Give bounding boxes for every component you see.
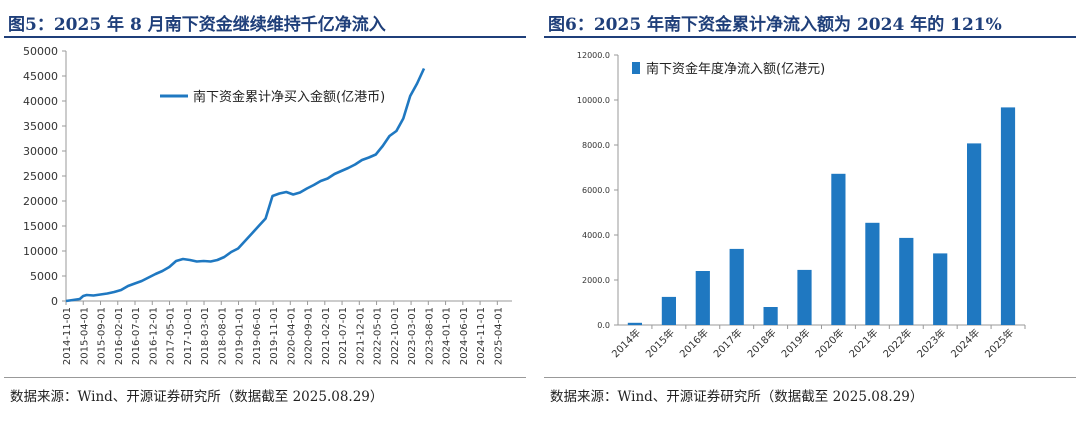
left-title-divider	[4, 36, 526, 38]
right-x-tick-label: 2017年	[711, 326, 745, 360]
left-x-tick-label: 2021-12-01	[355, 307, 366, 365]
left-chart-panel: 图5：2025 年 8 月南下资金继续维持千亿净流入 0 5000 10000 150…	[0, 0, 530, 421]
right-legend-swatch	[632, 62, 640, 74]
right-bar-2020年	[831, 173, 846, 325]
left-x-tick-label: 2021-02-01	[321, 307, 332, 365]
right-title-divider	[544, 36, 1076, 38]
right-y-tick-label: 0.0	[597, 321, 610, 330]
left-source-divider	[4, 377, 526, 378]
right-x-tick-label: 2018年	[744, 326, 778, 360]
right-y-tick-label: 12000.0	[577, 51, 610, 60]
right-x-tick-label: 2023年	[914, 326, 948, 360]
right-y-tick-label: 6000.0	[582, 186, 610, 195]
left-x-tick-label: 2021-07-01	[338, 307, 349, 365]
left-x-tick-label: 2016-02-01	[114, 307, 125, 365]
left-x-tick-label: 2015-04-01	[79, 307, 90, 365]
right-bar-2024年	[967, 143, 982, 325]
left-y-tick-label: 40000	[23, 95, 58, 108]
right-source-divider	[544, 377, 1076, 378]
left-x-tick-label: 2024-01-01	[442, 307, 453, 365]
left-x-tick-label: 2018-08-01	[217, 307, 228, 365]
right-x-tick-label: 2019年	[778, 326, 812, 360]
left-y-tick-label: 15000	[23, 220, 58, 233]
left-x-tick-label: 2019-01-01	[235, 307, 246, 365]
right-bar-2016年	[695, 271, 710, 325]
left-x-tick-label: 2024-11-01	[476, 307, 487, 365]
left-y-tick-label: 10000	[23, 245, 58, 258]
left-chart-title: 图5：2025 年 8 月南下资金继续维持千亿净流入	[8, 15, 386, 35]
left-legend-label: 南下资金累计净买入金额(亿港币)	[193, 89, 385, 105]
right-x-tick-label: 2022年	[880, 326, 914, 360]
left-x-tick-label: 2017-05-01	[166, 307, 177, 365]
left-x-tick-label: 2019-06-01	[252, 307, 263, 365]
right-bar-2019年	[797, 269, 812, 325]
left-x-tick-label: 2015-09-01	[97, 307, 108, 365]
right-y-tick-label: 8000.0	[582, 141, 610, 150]
right-legend-label: 南下资金年度净流入额(亿港元)	[646, 61, 825, 77]
right-bar-2015年	[661, 296, 676, 325]
right-bar-2014年	[627, 322, 642, 326]
left-y-tick-label: 35000	[23, 120, 58, 133]
left-x-tick-label: 2025-04-01	[493, 307, 504, 365]
left-x-tick-label: 2024-06-01	[459, 307, 470, 365]
left-x-tick-label: 2018-03-01	[200, 307, 211, 365]
left-series-line	[65, 67, 426, 303]
left-x-tick-label: 2019-11-01	[269, 307, 280, 365]
left-y-tick-label: 50000	[23, 45, 58, 58]
right-x-tick-label: 2020年	[812, 326, 846, 360]
left-y-tick-label: 30000	[23, 145, 58, 158]
left-x-tick-label: 2022-10-01	[390, 307, 401, 365]
right-bar-2018年	[763, 307, 778, 325]
left-x-tick-label: 2023-03-01	[407, 307, 418, 365]
left-x-tick-label: 2020-04-01	[286, 307, 297, 365]
right-x-tick-label: 2014年	[609, 326, 643, 360]
right-x-tick-label: 2021年	[846, 326, 880, 360]
right-x-tick-label: 2024年	[948, 326, 982, 360]
left-source-note: 数据来源：Wind、开源证券研究所（数据截至 2025.08.29）	[10, 389, 384, 405]
left-x-tick-label: 2016-12-01	[148, 307, 159, 365]
left-y-tick-label: 25000	[23, 170, 58, 183]
left-x-tick-label: 2023-08-01	[424, 307, 435, 365]
right-x-tick-label: 2025年	[982, 326, 1016, 360]
right-bar-2025年	[1000, 107, 1016, 326]
right-x-tick-label: 2016年	[677, 326, 711, 360]
left-line-chart: 0 5000 10000 15000 20000 25000 30000 35000 40000…	[23, 45, 512, 365]
right-bar-2023年	[933, 253, 948, 325]
left-y-tick-label: 0	[51, 295, 58, 308]
left-x-tick-label: 2016-07-01	[131, 307, 142, 365]
right-y-tick-label: 2000.0	[582, 276, 610, 285]
right-bar-2021年	[865, 222, 880, 325]
left-y-tick-label: 20000	[23, 195, 58, 208]
right-bar-2017年	[729, 248, 744, 325]
right-bar-2022年	[899, 237, 914, 325]
left-y-tick-label: 45000	[23, 70, 58, 83]
right-bar-chart: 0.0 2000.0 4000.0 6000.0 8000.0 10000.0 12000.…	[577, 51, 1026, 360]
left-x-tick-label: 2022-05-01	[373, 307, 384, 365]
right-y-tick-label: 4000.0	[582, 231, 610, 240]
left-x-tick-label: 2014-11-01	[62, 307, 73, 365]
left-y-tick-label: 5000	[30, 270, 58, 283]
right-chart-panel: 图6：2025 年南下资金累计净流入额为 2024 年的 121% 0.0 200…	[540, 0, 1080, 421]
right-y-tick-label: 10000.0	[577, 96, 610, 105]
right-x-tick-label: 2015年	[643, 326, 677, 360]
right-source-note: 数据来源：Wind、开源证券研究所（数据截至 2025.08.29）	[550, 389, 924, 405]
left-x-tick-label: 2017-10-01	[183, 307, 194, 365]
left-x-tick-label: 2020-09-01	[304, 307, 315, 365]
right-chart-title: 图6：2025 年南下资金累计净流入额为 2024 年的 121%	[548, 15, 1002, 35]
